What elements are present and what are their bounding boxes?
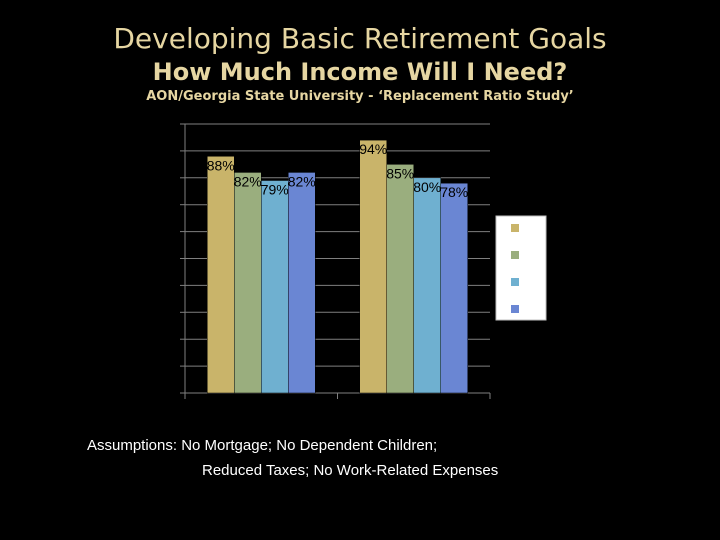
page-subtitle: How Much Income Will I Need?: [152, 58, 568, 86]
bars: [207, 139, 468, 394]
bar: [207, 156, 235, 394]
legend-swatch: [511, 305, 519, 313]
source-caption: AON/Georgia State University - ‘Replacem…: [146, 89, 574, 104]
bar: [234, 172, 262, 394]
bar: [386, 164, 414, 394]
data-labels: 88% 94% 82% 85% 79% 80% 82% 78%: [207, 141, 469, 200]
data-label: 80%: [413, 179, 441, 195]
data-label: 78%: [440, 184, 468, 200]
data-label: 82%: [288, 173, 316, 189]
data-label: 94%: [359, 141, 387, 157]
legend-swatch: [511, 251, 519, 259]
assumptions-line-2: Reduced Taxes; No Work-Related Expenses: [202, 462, 499, 479]
legend-swatch: [511, 278, 519, 286]
assumptions-line-1: Assumptions: No Mortgage; No Dependent C…: [87, 437, 438, 454]
data-label: 85%: [386, 165, 414, 181]
data-label: 79%: [261, 181, 289, 197]
legend-box: [495, 215, 547, 321]
bar: [413, 177, 441, 394]
bar: [261, 180, 289, 394]
legend: [495, 215, 547, 321]
legend-swatch: [511, 224, 519, 232]
data-label: 82%: [234, 173, 262, 189]
bar: [440, 182, 468, 394]
data-label: 88%: [207, 157, 235, 173]
bar: [359, 139, 387, 394]
page-title: Developing Basic Retirement Goals: [113, 22, 607, 55]
bar: [288, 172, 316, 394]
